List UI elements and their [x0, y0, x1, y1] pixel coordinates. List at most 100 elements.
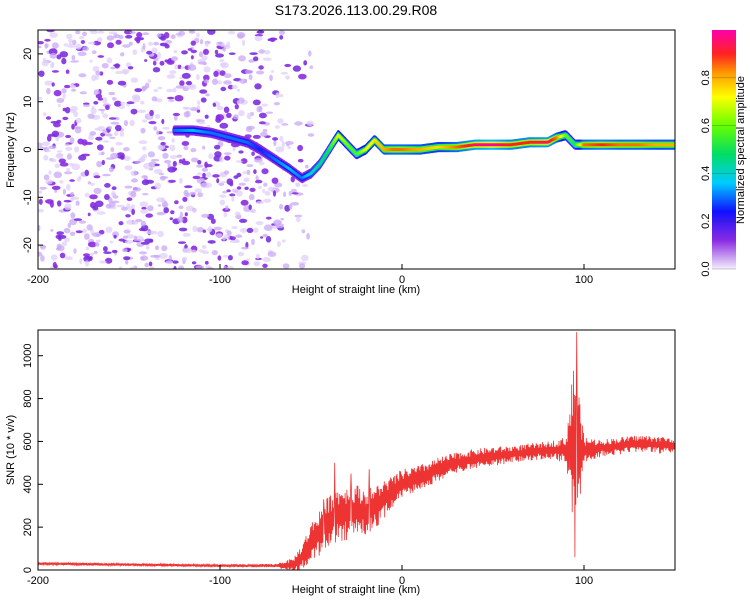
colorbar-gradient: [712, 30, 736, 269]
noise-blob: [39, 190, 43, 194]
noise-blob: [226, 178, 234, 185]
noise-blob: [102, 129, 108, 135]
noise-blob: [104, 183, 111, 188]
noise-blob: [105, 133, 113, 137]
noise-blob: [96, 144, 104, 151]
noise-blob: [229, 236, 236, 241]
noise-blob: [207, 30, 216, 35]
noise-blob: [145, 244, 150, 250]
noise-blob: [50, 121, 60, 124]
noise-blob: [256, 30, 265, 34]
noise-blob: [80, 40, 86, 44]
noise-blob: [114, 130, 119, 137]
noise-blob: [305, 164, 309, 169]
y-tick-label: 1000: [22, 343, 34, 367]
noise-blob: [69, 192, 75, 197]
noise-blob: [267, 186, 276, 192]
noise-blob: [105, 226, 113, 233]
noise-blob: [114, 100, 122, 107]
noise-blob: [174, 64, 179, 70]
noise-blob: [48, 145, 57, 150]
noise-blob: [169, 155, 178, 159]
noise-blob: [89, 131, 97, 136]
noise-blob: [74, 146, 80, 153]
noise-blob: [185, 192, 191, 198]
noise-blob: [231, 226, 238, 230]
noise-blob: [91, 74, 97, 82]
noise-blob: [197, 172, 202, 176]
noise-blob: [198, 121, 206, 125]
noise-blob: [135, 218, 143, 223]
noise-blob: [244, 69, 254, 74]
noise-blob: [264, 50, 271, 55]
noise-blob: [253, 261, 261, 267]
noise-blob: [102, 113, 109, 119]
noise-blob: [157, 86, 163, 90]
noise-blob: [106, 57, 113, 64]
noise-blob: [216, 105, 224, 111]
noise-blob: [224, 155, 231, 161]
noise-blob: [119, 130, 125, 137]
noise-blob: [301, 184, 309, 187]
noise-blob: [97, 97, 104, 101]
noise-blob: [182, 196, 188, 202]
noise-blob: [124, 185, 133, 189]
noise-blob: [103, 251, 112, 254]
noise-blob: [237, 251, 245, 257]
noise-blob: [48, 170, 52, 175]
noise-blob: [272, 190, 277, 197]
noise-blob: [190, 148, 197, 153]
noise-blob: [101, 151, 105, 155]
noise-blob: [39, 186, 47, 190]
noise-blob: [219, 122, 229, 129]
noise-blob: [177, 241, 187, 245]
noise-blob: [119, 266, 123, 269]
noise-blob: [255, 253, 260, 259]
noise-blob: [239, 78, 247, 84]
noise-blob: [156, 211, 166, 216]
noise-blob: [81, 228, 88, 234]
noise-blob: [157, 136, 166, 141]
x-tick-label: 100: [575, 575, 593, 587]
chart-title: S173.2026.113.00.29.R08: [275, 2, 438, 18]
noise-blob: [303, 60, 308, 66]
y-tick-label: 0: [22, 567, 34, 573]
noise-blob: [259, 131, 268, 137]
noise-blob: [275, 146, 285, 153]
noise-blob: [115, 124, 122, 132]
noise-blob: [70, 212, 76, 219]
noise-blob: [52, 42, 59, 49]
noise-blob: [279, 93, 284, 98]
noise-blob: [184, 212, 188, 217]
noise-blob: [259, 161, 265, 166]
noise-blob: [159, 253, 168, 259]
noise-blob: [49, 200, 54, 208]
noise-blob: [118, 238, 125, 242]
noise-blob: [184, 185, 193, 189]
noise-blob: [128, 41, 133, 46]
noise-blob: [70, 60, 80, 63]
noise-blob: [62, 116, 69, 121]
colorbar-tick-label: 0.0: [700, 261, 712, 276]
noise-blob: [142, 43, 146, 50]
noise-blob: [279, 203, 284, 210]
noise-blob: [284, 204, 291, 212]
noise-blob: [269, 74, 273, 82]
noise-blob: [288, 203, 293, 210]
noise-blob: [174, 95, 184, 102]
noise-blob: [227, 255, 233, 261]
noise-blob: [221, 180, 226, 184]
noise-blob: [106, 79, 114, 85]
noise-blob: [251, 151, 255, 156]
noise-blob: [253, 227, 259, 233]
y-tick-label: 200: [22, 518, 34, 536]
noise-blob: [144, 59, 148, 62]
noise-blob: [110, 66, 116, 70]
noise-blob: [222, 254, 229, 258]
noise-blob: [179, 177, 183, 184]
noise-blob: [102, 173, 111, 177]
noise-blob: [262, 188, 266, 194]
noise-blob: [59, 162, 69, 167]
noise-blob: [90, 30, 98, 35]
noise-blob: [187, 64, 197, 71]
